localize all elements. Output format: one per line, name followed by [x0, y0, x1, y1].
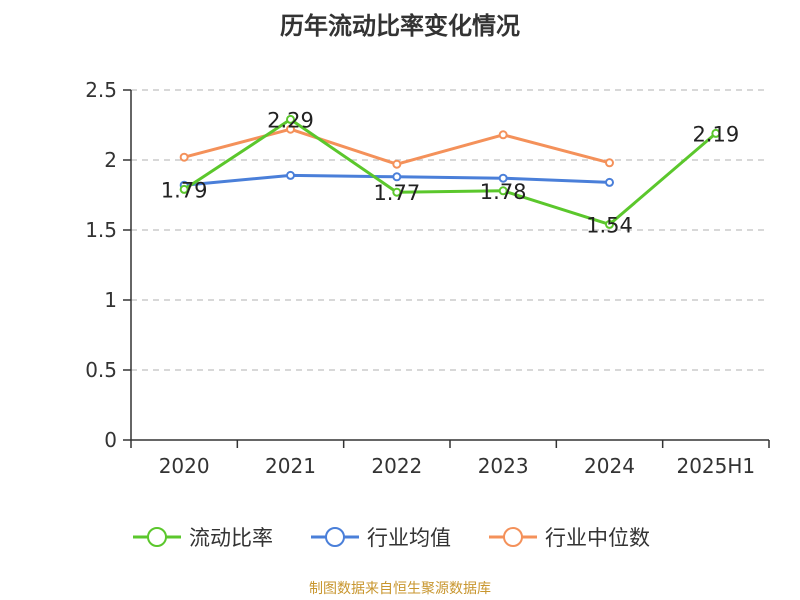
data-label: 1.54 [586, 213, 633, 237]
data-point [711, 128, 721, 138]
data-point [605, 158, 614, 168]
x-tick-label: 2020 [159, 454, 210, 478]
data-label: 2.19 [692, 122, 739, 146]
x-tick-label: 2021 [265, 454, 316, 478]
data-point [498, 173, 508, 183]
y-tick-label: 2.5 [85, 78, 117, 102]
x-tick-label: 2023 [478, 454, 529, 478]
legend-item-industry-median[interactable]: 行业中位数 [489, 520, 650, 554]
legend-label: 流动比率 [189, 526, 273, 550]
data-point [286, 170, 295, 180]
data-point [392, 159, 402, 169]
data-point [392, 172, 402, 182]
data-point [605, 219, 614, 229]
series-line [183, 117, 717, 226]
grid-lines [131, 89, 769, 371]
chart-title: 历年流动比率变化情况 [280, 12, 520, 40]
data-point [179, 152, 189, 162]
data-point [179, 184, 189, 194]
data-label: 1.78 [480, 180, 527, 204]
x-tick-label: 2024 [584, 454, 635, 478]
data-point [392, 187, 402, 197]
series [179, 114, 721, 229]
y-tick-label: 0 [104, 428, 117, 452]
legend-item-industry-mean[interactable]: 行业均值 [311, 520, 451, 554]
legend-label: 行业中位数 [545, 526, 650, 550]
data-label: 2.29 [267, 108, 314, 132]
y-tick-label: 0.5 [85, 358, 117, 382]
x-tick-label: 2022 [371, 454, 422, 478]
axes: 0 0.5 1 1.5 2 2.5 2020 2021 2022 2023 2024 2025H1 [85, 78, 770, 478]
legend-line-icon [311, 527, 359, 547]
legend: 流动比率 行业均值 行业中位数 [0, 520, 800, 554]
data-source-note: 制图数据来自恒生聚源数据库 [309, 581, 491, 597]
y-tick-label: 1 [104, 288, 117, 312]
legend-line-icon [489, 527, 537, 547]
data-point [286, 124, 295, 134]
legend-line-icon [133, 527, 181, 547]
data-point [498, 186, 508, 196]
data-label: 1.77 [373, 181, 420, 205]
y-tick-label: 2 [104, 148, 117, 172]
x-tick-label: 2025H1 [676, 454, 755, 478]
data-point [498, 130, 508, 140]
legend-item-current-ratio[interactable]: 流动比率 [133, 520, 273, 554]
data-point [286, 114, 295, 124]
data-point [605, 177, 614, 187]
data-labels: 1.79 2.29 1.77 1.78 1.54 2.19 [161, 108, 739, 237]
y-tick-label: 1.5 [85, 218, 117, 242]
legend-label: 行业均值 [367, 526, 451, 550]
data-label: 1.79 [161, 178, 208, 202]
